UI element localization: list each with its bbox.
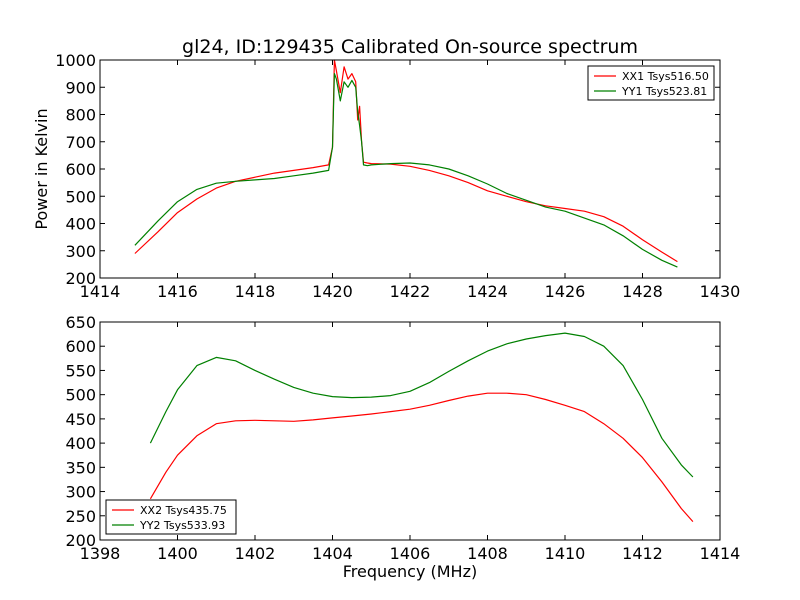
series-line-yy1 [134,72,678,268]
legend-entry-label: XX1 Tsys516.50 [622,70,709,83]
y-tick-label: 500 [65,187,96,206]
legend-2: XX2 Tsys435.75 YY2 Tsys533.93 [105,499,237,535]
x-tick-label: 1414 [80,282,121,301]
y-tick-label: 450 [65,410,96,429]
y-tick-label: 550 [65,361,96,380]
legend-entry-label: XX2 Tsys435.75 [140,504,227,517]
y-tick-label: 650 [65,313,96,332]
x-tick-label: 1416 [157,282,198,301]
y-tick-label: 200 [65,269,96,288]
y-tick-label: 350 [65,458,96,477]
x-tick-label: 1426 [545,282,586,301]
plots-layer: 1414 1416 1418 1420 1422 1424 1426 1428 1430 200 3… [55,51,740,563]
legend-entry-label: YY1 Tsys523.81 [621,85,707,98]
x-tick-label: 1404 [312,544,353,563]
x-tick-label: 1402 [235,544,276,563]
x-tick-label: 1406 [390,544,431,563]
y-tick-label: 200 [65,531,96,550]
y-tick-label: 1000 [55,51,96,70]
x-tick-label: 1412 [622,544,663,563]
y-tick-label: 800 [65,106,96,125]
x-tick-label: 1430 [700,282,741,301]
y-tick-label: 700 [65,133,96,152]
legend-box [105,499,237,535]
plot-panel-2: 1398 1400 1402 1404 1406 1408 1410 1412 1414 200 2… [65,313,740,563]
series-line-yy2 [149,332,694,478]
legend-box [587,65,715,101]
legend-1: XX1 Tsys516.50 YY1 Tsys523.81 [587,65,715,101]
y-axis-label: Power in Kelvin [32,108,51,229]
x-tick-label: 1420 [312,282,353,301]
chart-title: gl24, ID:129435 Calibrated On-source spe… [182,36,638,58]
x-tick-label: 1422 [390,282,431,301]
y-tick-label: 600 [65,160,96,179]
x-tick-label: 1398 [80,544,121,563]
plot-panel-1: 1414 1416 1418 1420 1422 1424 1426 1428 1430 200 3… [55,51,740,301]
x-tick-label: 1418 [235,282,276,301]
x-tick-label: 1428 [622,282,663,301]
x-tick-label: 1408 [467,544,508,563]
y-tick-label: 300 [65,483,96,502]
y-tick-label: 300 [65,242,96,261]
x-tick-label: 1424 [467,282,508,301]
y-tick-label: 900 [65,78,96,97]
x-tick-label: 1410 [545,544,586,563]
series-line-xx2 [149,392,694,522]
x-tick-label: 1400 [157,544,198,563]
y-tick-label: 500 [65,386,96,405]
x-tick-label: 1414 [700,544,741,563]
x-axis-label: Frequency (MHz) [343,562,477,581]
y-tick-label: 250 [65,507,96,526]
y-tick-label: 400 [65,215,96,234]
series-line-xx1 [134,59,678,263]
y-tick-label: 400 [65,434,96,453]
legend-entry-label: YY2 Tsys533.93 [139,519,225,532]
y-tick-label: 600 [65,337,96,356]
